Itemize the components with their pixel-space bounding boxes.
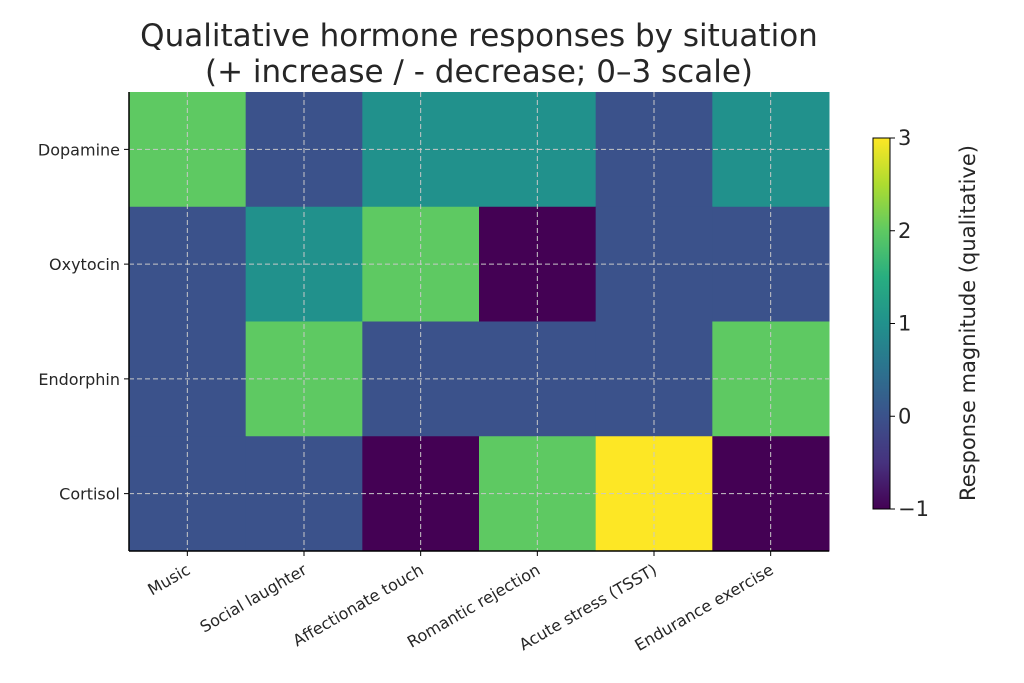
heatmap-gridlines bbox=[129, 92, 829, 551]
colorbar-label: Response magnitude (qualitative) bbox=[956, 145, 980, 501]
chart-subtitle: (+ increase / - decrease; 0–3 scale) bbox=[205, 54, 753, 90]
heatmap-cells bbox=[129, 92, 830, 552]
colorbar-tick-label: 0 bbox=[898, 404, 911, 428]
colorbar-tick-label: 2 bbox=[898, 219, 911, 243]
chart-title: Qualitative hormone responses by situati… bbox=[140, 18, 818, 54]
y-tick-label: Endorphin bbox=[38, 370, 120, 389]
colorbar-tick-label: 3 bbox=[898, 126, 911, 150]
y-tick-label: Oxytocin bbox=[49, 255, 120, 274]
y-tick-labels: Dopamine Oxytocin Endorphin Cortisol bbox=[38, 140, 129, 504]
x-tick-label: Music bbox=[144, 560, 193, 599]
colorbar-tick-label: 1 bbox=[898, 312, 911, 336]
colorbar-ticks: 3 2 1 0 −1 bbox=[890, 126, 929, 521]
y-tick-label: Dopamine bbox=[38, 140, 120, 159]
x-tick-label: Social laughter bbox=[197, 560, 311, 637]
y-tick-label: Cortisol bbox=[59, 485, 120, 504]
colorbar bbox=[872, 137, 891, 510]
colorbar-tick-label: −1 bbox=[898, 497, 929, 521]
